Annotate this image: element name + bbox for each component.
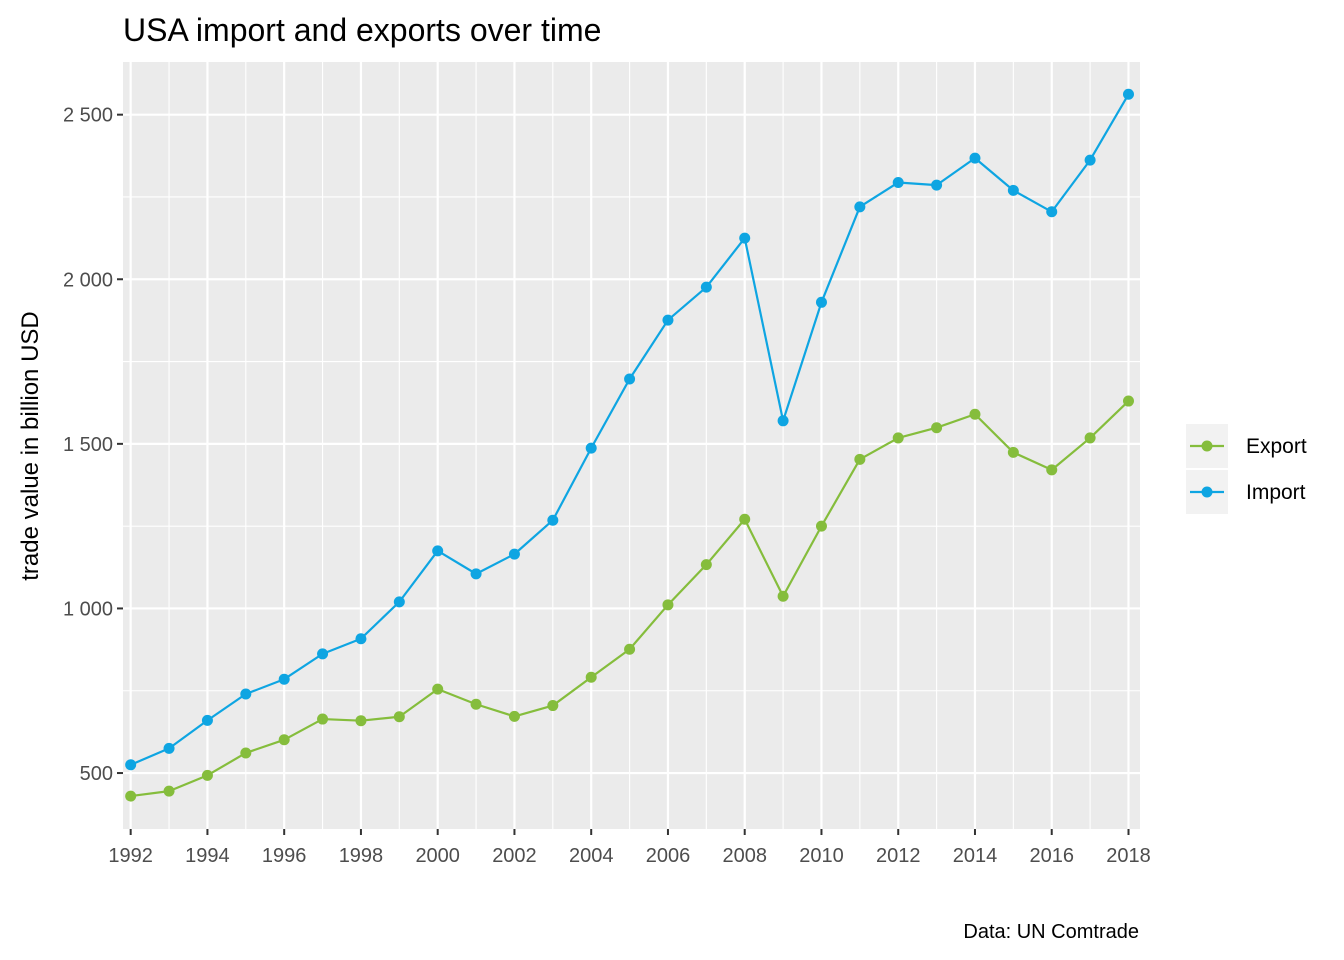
x-tick-label: 2008 [722, 845, 767, 867]
y-tick-label: 1 000 [63, 598, 113, 620]
data-point-import [508, 548, 520, 560]
chart-title: USA import and exports over time [123, 12, 601, 48]
y-axis: 500 1 000 1 500 2 000 2 500 [63, 105, 123, 785]
data-point-export [739, 513, 751, 525]
x-tick-label: 2000 [415, 845, 460, 867]
data-point-import [393, 596, 405, 608]
data-point-import [662, 314, 674, 326]
legend-label: Export [1246, 435, 1307, 458]
data-point-export [355, 715, 367, 727]
data-point-export [931, 422, 943, 434]
data-point-export [892, 432, 904, 444]
minor-gridlines [123, 62, 1140, 829]
x-tick-label: 2006 [646, 845, 691, 867]
data-point-import [317, 648, 329, 660]
data-point-import [1007, 184, 1019, 196]
data-point-export [777, 590, 789, 602]
data-point-import [1122, 88, 1134, 100]
y-tick-label: 2 500 [63, 105, 113, 127]
data-point-import [854, 201, 866, 213]
data-point-export [317, 713, 329, 725]
legend: Export Import [1186, 424, 1307, 514]
data-point-import [278, 673, 290, 685]
data-point-import [892, 176, 904, 188]
major-gridlines [123, 62, 1140, 829]
chart-caption: Data: UN Comtrade [963, 921, 1139, 943]
data-point-export [854, 453, 866, 465]
data-point-import [547, 514, 559, 526]
x-tick-label: 2010 [799, 845, 844, 867]
x-tick-label: 1996 [262, 845, 307, 867]
y-axis-title: trade value in billion USD [17, 311, 44, 580]
data-point-import [931, 179, 943, 191]
data-point-export [1084, 432, 1096, 444]
data-point-import [355, 633, 367, 645]
legend-key-point [1201, 486, 1213, 498]
data-point-import [739, 232, 751, 244]
x-tick-label: 2002 [492, 845, 537, 867]
x-tick-label: 2004 [569, 845, 614, 867]
x-tick-label: 2016 [1029, 845, 1074, 867]
y-tick-label: 500 [80, 763, 113, 785]
data-point-import [125, 759, 137, 771]
legend-label: Import [1246, 481, 1306, 504]
x-tick-label: 1998 [339, 845, 384, 867]
y-tick-label: 2 000 [63, 269, 113, 291]
data-point-export [432, 683, 444, 695]
y-tick-label: 1 500 [63, 434, 113, 456]
data-point-export [662, 599, 674, 611]
data-point-import [201, 714, 213, 726]
x-tick-label: 2012 [876, 845, 921, 867]
data-point-import [700, 281, 712, 293]
data-point-import [969, 152, 981, 164]
data-point-import [240, 688, 252, 700]
x-tick-label: 2014 [953, 845, 998, 867]
x-tick-label: 1992 [108, 845, 153, 867]
x-tick-label: 1994 [185, 845, 230, 867]
data-point-export [393, 711, 405, 723]
data-point-import [815, 296, 827, 308]
data-point-import [777, 415, 789, 427]
x-tick-label: 2018 [1106, 845, 1151, 867]
data-point-export [1007, 446, 1019, 458]
data-point-import [163, 742, 175, 754]
data-point-export [700, 559, 712, 571]
data-point-export [163, 785, 175, 797]
data-point-import [1046, 206, 1058, 218]
data-point-import [585, 442, 597, 454]
data-point-export [201, 769, 213, 781]
data-point-export [1046, 464, 1058, 476]
data-point-export [585, 671, 597, 683]
data-point-export [278, 734, 290, 746]
x-axis: 1992 1994 1996 1998 2000 2002 2004 2006 2008 2010… [108, 829, 1151, 867]
legend-key-point [1201, 440, 1213, 452]
data-point-import [432, 545, 444, 557]
data-point-import [1084, 154, 1096, 166]
data-point-export [815, 520, 827, 532]
data-point-import [624, 373, 636, 385]
data-point-export [240, 747, 252, 759]
data-point-export [470, 698, 482, 710]
data-point-import [470, 568, 482, 580]
data-point-export [508, 710, 520, 722]
data-point-export [547, 700, 559, 712]
series-layer [125, 88, 1134, 802]
data-point-export [1122, 395, 1134, 407]
data-point-export [624, 643, 636, 655]
data-point-export [969, 408, 981, 420]
plot-panel [123, 62, 1140, 829]
data-point-export [125, 790, 137, 802]
